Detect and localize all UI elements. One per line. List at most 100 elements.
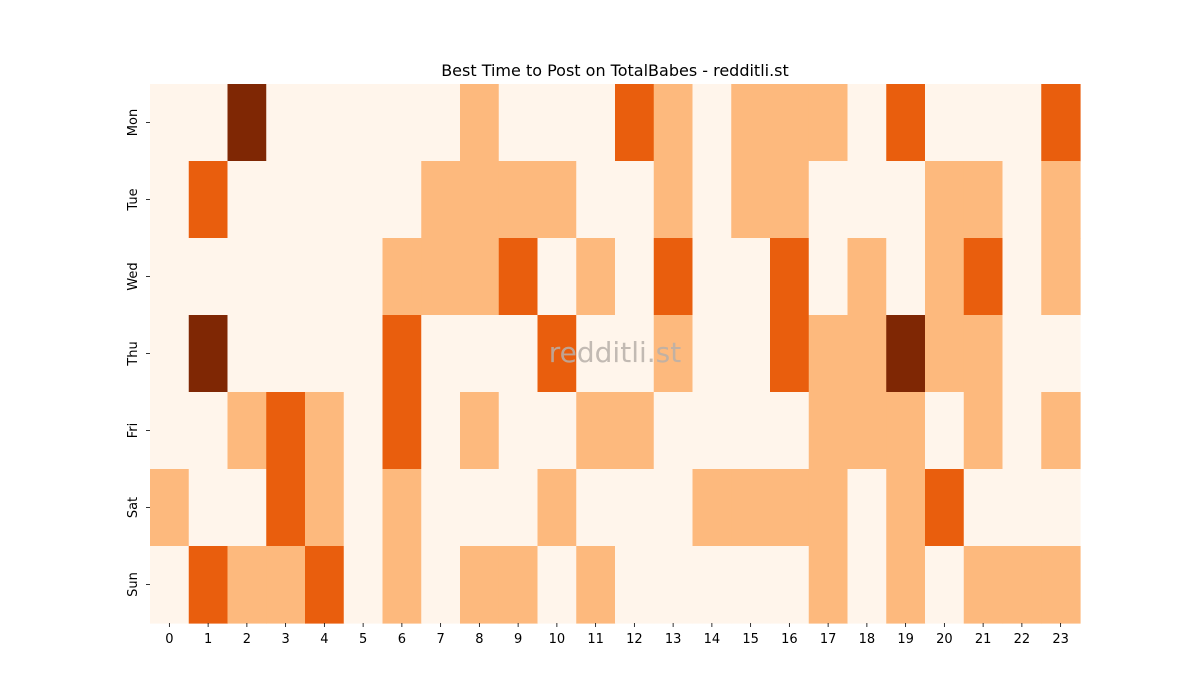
x-tick-label: 1 <box>204 632 212 647</box>
heatmap-cell-tue-7 <box>421 161 461 239</box>
x-tick-label: 12 <box>626 632 643 647</box>
heatmap-cell-thu-15 <box>731 315 771 393</box>
heatmap-cell-fri-19 <box>886 392 926 470</box>
heatmap-cell-sat-19 <box>886 469 926 547</box>
heatmap-cell-wed-9 <box>498 238 539 316</box>
heatmap-cell-wed-13 <box>653 238 694 316</box>
heatmap-cell-tue-2 <box>227 161 267 239</box>
x-axis: 0 1 2 3 4 5 6 7 8 9 10 11 12 13 14 15 16 17 18 19 20 21 22 23 <box>165 623 1069 647</box>
heatmap-cell-fri-5 <box>343 392 384 470</box>
heatmap-cell-sun-14 <box>692 546 732 624</box>
heatmap-cell-tue-1 <box>188 161 229 239</box>
heatmap-cell-sat-21 <box>963 469 1004 547</box>
heatmap-cell-wed-19 <box>886 238 926 316</box>
heatmap-cell-sun-16 <box>770 546 810 624</box>
heatmap-cell-sat-12 <box>615 469 655 547</box>
x-tick-label: 22 <box>1014 632 1031 647</box>
heatmap-cell-thu-3 <box>266 315 306 393</box>
heatmap-cell-mon-7 <box>421 84 461 162</box>
heatmap-cell-sat-17 <box>808 469 849 547</box>
x-tick-label: 17 <box>820 632 837 647</box>
heatmap-cell-tue-5 <box>343 161 384 239</box>
heatmap-cell-thu-0 <box>150 315 190 393</box>
heatmap-cell-thu-8 <box>460 315 500 393</box>
heatmap-cell-sat-16 <box>770 469 810 547</box>
heatmap-cell-sat-13 <box>653 469 694 547</box>
heatmap-cell-fri-12 <box>615 392 655 470</box>
heatmap-cell-sun-18 <box>847 546 887 624</box>
heatmap-cell-wed-1 <box>188 238 229 316</box>
heatmap-cell-wed-10 <box>537 238 577 316</box>
heatmap-cell-mon-14 <box>692 84 732 162</box>
heatmap-cell-sat-23 <box>1041 469 1081 547</box>
heatmap-cell-tue-17 <box>808 161 849 239</box>
chart-title: Best Time to Post on TotalBabes - reddit… <box>441 61 789 80</box>
heatmap-cell-wed-6 <box>382 238 422 316</box>
heatmap-cell-tue-11 <box>576 161 616 239</box>
heatmap-cell-tue-16 <box>770 161 810 239</box>
y-tick-label: Mon <box>126 109 141 136</box>
heatmap-cell-mon-11 <box>576 84 616 162</box>
heatmap-cell-mon-13 <box>653 84 694 162</box>
heatmap-cell-sun-6 <box>382 546 422 624</box>
heatmap-cells <box>150 84 1081 624</box>
heatmap-cell-tue-22 <box>1002 161 1042 239</box>
heatmap-cell-thu-12 <box>615 315 655 393</box>
heatmap-cell-mon-23 <box>1041 84 1081 162</box>
y-tick-label: Sat <box>126 497 141 518</box>
heatmap-cell-sat-0 <box>150 469 190 547</box>
y-tick-label: Fri <box>126 423 141 439</box>
heatmap-cell-sun-23 <box>1041 546 1081 624</box>
heatmap-cell-fri-2 <box>227 392 267 470</box>
heatmap-cell-wed-12 <box>615 238 655 316</box>
heatmap-cell-fri-11 <box>576 392 616 470</box>
heatmap-cell-mon-19 <box>886 84 926 162</box>
heatmap-cell-wed-2 <box>227 238 267 316</box>
heatmap-cell-sun-7 <box>421 546 461 624</box>
heatmap-cell-sun-3 <box>266 546 306 624</box>
heatmap-cell-mon-4 <box>305 84 345 162</box>
x-tick-label: 3 <box>281 632 289 647</box>
heatmap-cell-thu-21 <box>963 315 1004 393</box>
x-tick-label: 8 <box>475 632 483 647</box>
heatmap-cell-wed-4 <box>305 238 345 316</box>
heatmap-cell-mon-12 <box>615 84 655 162</box>
heatmap-cell-thu-7 <box>421 315 461 393</box>
heatmap-cell-tue-10 <box>537 161 577 239</box>
heatmap-cell-wed-3 <box>266 238 306 316</box>
heatmap-cell-sun-8 <box>460 546 500 624</box>
heatmap-cell-thu-11 <box>576 315 616 393</box>
heatmap-cell-fri-1 <box>188 392 229 470</box>
heatmap-cell-thu-9 <box>498 315 539 393</box>
heatmap-cell-sun-20 <box>925 546 965 624</box>
heatmap-cell-wed-23 <box>1041 238 1081 316</box>
heatmap-cell-mon-10 <box>537 84 577 162</box>
heatmap-cell-fri-7 <box>421 392 461 470</box>
heatmap-cell-wed-11 <box>576 238 616 316</box>
heatmap-cell-tue-4 <box>305 161 345 239</box>
heatmap-cell-fri-15 <box>731 392 771 470</box>
heatmap-cell-mon-6 <box>382 84 422 162</box>
heatmap-cell-mon-18 <box>847 84 887 162</box>
heatmap-cell-sun-9 <box>498 546 539 624</box>
heatmap-cell-tue-21 <box>963 161 1004 239</box>
heatmap-cell-sat-15 <box>731 469 771 547</box>
x-tick-label: 0 <box>165 632 173 647</box>
heatmap-cell-sun-4 <box>305 546 345 624</box>
y-tick-label: Thu <box>126 341 141 366</box>
heatmap-cell-sat-20 <box>925 469 965 547</box>
heatmap-cell-thu-18 <box>847 315 887 393</box>
x-tick-label: 2 <box>243 632 251 647</box>
heatmap-cell-mon-2 <box>227 84 267 162</box>
heatmap-cell-sat-11 <box>576 469 616 547</box>
heatmap-cell-wed-8 <box>460 238 500 316</box>
heatmap-cell-thu-2 <box>227 315 267 393</box>
heatmap-cell-wed-20 <box>925 238 965 316</box>
heatmap-cell-fri-16 <box>770 392 810 470</box>
heatmap-cell-mon-20 <box>925 84 965 162</box>
y-axis: Mon Tue Wed Thu Fri Sat Sun <box>126 109 150 597</box>
heatmap-cell-sat-3 <box>266 469 306 547</box>
x-tick-label: 14 <box>704 632 721 647</box>
heatmap-cell-tue-15 <box>731 161 771 239</box>
